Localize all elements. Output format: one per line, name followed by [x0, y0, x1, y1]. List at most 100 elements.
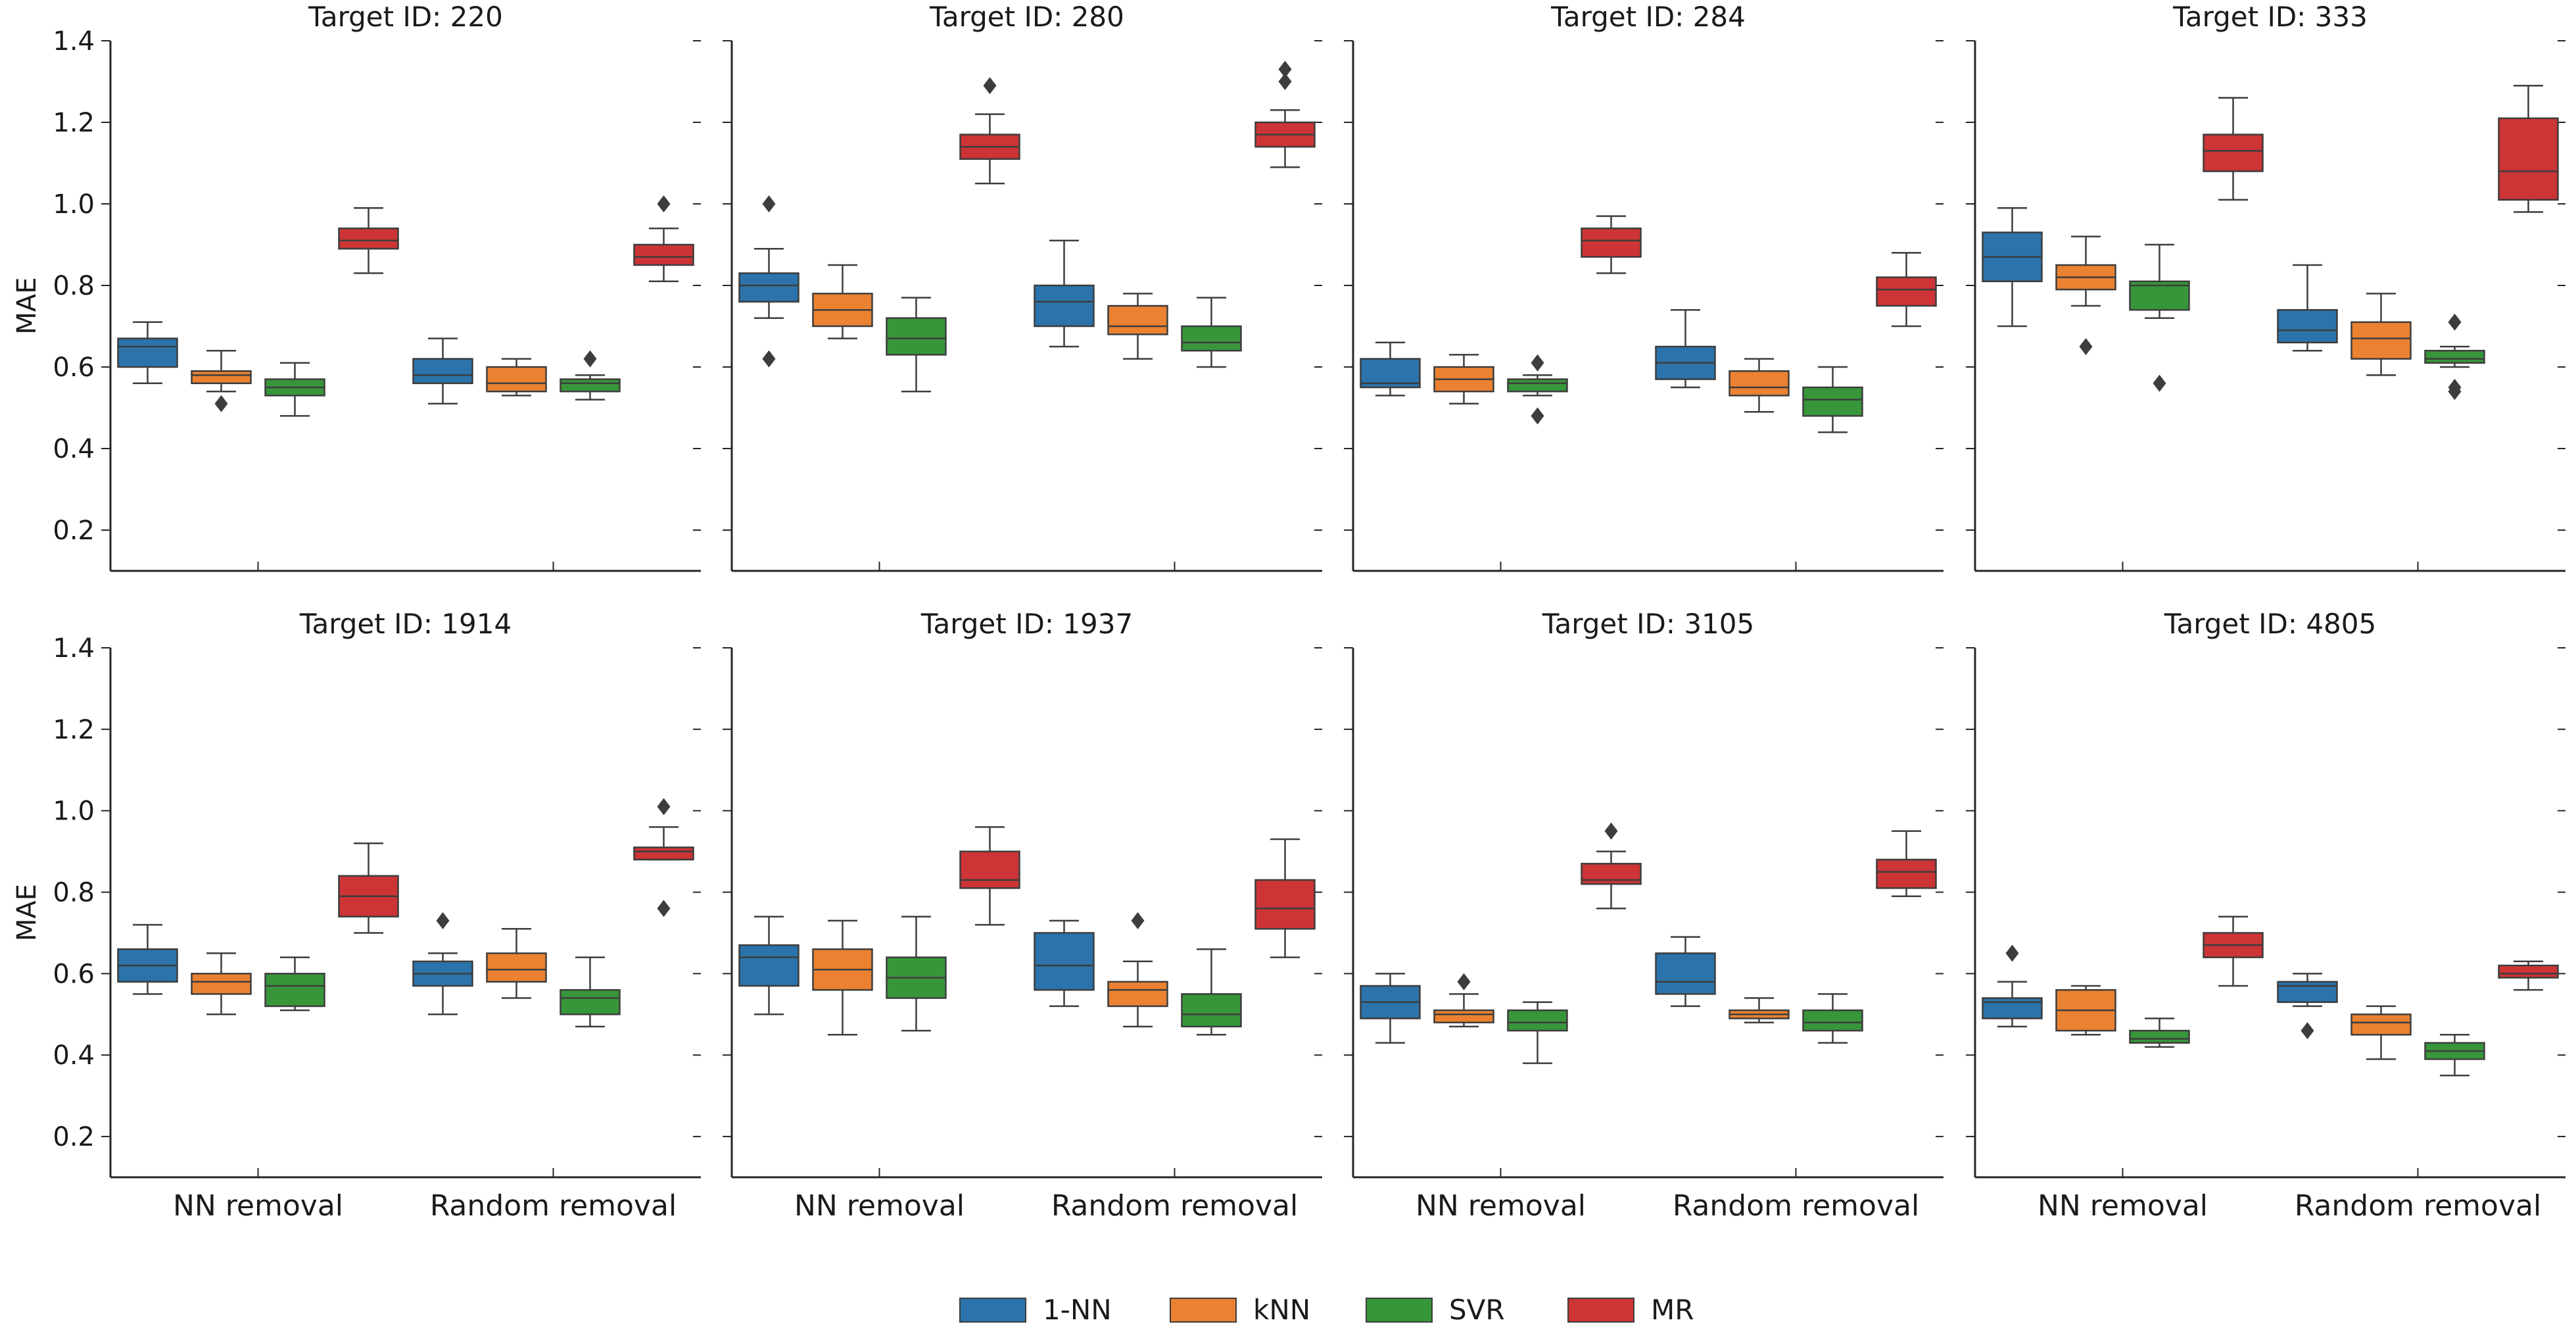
box-SVR [1802, 366, 1863, 433]
y-tick-label: 0.4 [53, 1040, 95, 1071]
panel-3: Target ID: 284 [1344, 1, 1944, 572]
box-body [633, 243, 694, 266]
box-1-NN [412, 912, 473, 1015]
box-1-NN [2277, 973, 2338, 1040]
box-body [1581, 862, 1642, 885]
box-SVR [1507, 354, 1568, 425]
y-tick-label: 1.0 [53, 189, 95, 220]
legend-swatch [1567, 1298, 1634, 1323]
box-body [1034, 932, 1095, 991]
box-kNN [1729, 358, 1790, 413]
box-MR [1581, 822, 1642, 910]
box-body [738, 272, 799, 303]
box-SVR [1181, 948, 1242, 1036]
box-1-NN [1034, 919, 1095, 1008]
box-1-NN [1655, 936, 1716, 1008]
box-body [2203, 134, 2264, 172]
box-MR [1254, 61, 1316, 168]
box-SVR [886, 916, 947, 1032]
box-body [1034, 284, 1095, 328]
flier-point [214, 395, 228, 412]
box-SVR [2129, 243, 2190, 392]
y-tick-label: 0.2 [53, 516, 95, 546]
flier-point [983, 77, 997, 95]
flier-point [2448, 383, 2462, 401]
box-MR [2203, 916, 2264, 987]
box-body [959, 850, 1020, 889]
flier-point [1604, 822, 1618, 840]
flier-point [583, 350, 597, 368]
box-body [1655, 952, 1716, 995]
panel-1: 0.2 0.4 0.6 0.8 1.0 1.2 1.4 MAE Target ID: 220 [12, 1, 701, 572]
box-MR [1876, 252, 1937, 328]
box-SVR [1181, 297, 1242, 368]
panel-title: Target ID: 4805 [2164, 608, 2376, 640]
box-body [1181, 325, 1242, 352]
legend: 1-NN kNN SVR MR [959, 1294, 1694, 1326]
box-kNN [1107, 293, 1168, 360]
y-tick-label: 0.4 [53, 434, 95, 464]
box-SVR [2424, 1034, 2485, 1077]
legend-item-MR: MR [1567, 1294, 1694, 1326]
box-kNN [812, 264, 873, 339]
box-body [1729, 370, 1790, 397]
box-body [2498, 117, 2559, 201]
flier-point [762, 350, 776, 368]
box-body [412, 358, 473, 385]
box-body [264, 973, 325, 1008]
box-MR [1581, 215, 1642, 274]
box-body [1433, 1009, 1494, 1023]
y-axis-label: MAE [12, 277, 42, 334]
box-kNN [1433, 973, 1494, 1028]
flier-point [2153, 374, 2166, 392]
box-MR [338, 842, 399, 934]
legend-swatch [959, 1298, 1026, 1323]
box-body [1107, 305, 1168, 335]
y-tick-label: 1.4 [53, 633, 95, 664]
panel-7: Target ID: 3105 NN removal Random removal [1344, 608, 1944, 1223]
y-tick-label: 0.6 [53, 959, 95, 989]
box-MR [633, 195, 694, 283]
y-tick-label: 1.2 [53, 715, 95, 745]
legend-swatch [1366, 1298, 1433, 1323]
box-MR [633, 798, 694, 917]
box-body [486, 366, 547, 393]
flier-point [2005, 944, 2019, 962]
box-body [1982, 997, 2043, 1019]
box-1-NN [1360, 973, 1421, 1044]
box-kNN [486, 358, 547, 397]
box-SVR [264, 362, 325, 417]
panel-title: Target ID: 3105 [1542, 608, 1754, 640]
legend-label: 1-NN [1043, 1294, 1112, 1326]
box-body [1507, 378, 1568, 393]
box-body [738, 944, 799, 987]
box-body [1802, 1009, 1863, 1032]
box-body [2498, 964, 2559, 979]
y-tick-label: 1.4 [53, 26, 95, 57]
flier-point [2079, 338, 2093, 355]
box-SVR [264, 956, 325, 1012]
box-body [117, 337, 178, 368]
box-MR [959, 826, 1020, 926]
legend-item-SVR: SVR [1366, 1294, 1505, 1326]
box-kNN [1729, 997, 1790, 1023]
box-MR [2498, 960, 2559, 991]
box-body [1581, 227, 1642, 258]
box-SVR [560, 956, 621, 1028]
x-tick-label: Random removal [430, 1189, 677, 1223]
panel-title: Target ID: 220 [308, 1, 503, 33]
panel-title: Target ID: 1914 [299, 608, 512, 640]
flier-point [657, 900, 671, 917]
box-body [2424, 349, 2485, 364]
box-SVR [886, 297, 947, 393]
flier-point [1278, 61, 1292, 78]
box-kNN [2350, 293, 2412, 376]
box-body [191, 370, 252, 385]
flier-point [657, 195, 671, 212]
box-kNN [2055, 235, 2116, 355]
flier-point [657, 798, 671, 816]
box-body [886, 317, 947, 356]
box-body [560, 989, 621, 1015]
box-body [2350, 321, 2412, 360]
box-body [2129, 1029, 2190, 1044]
